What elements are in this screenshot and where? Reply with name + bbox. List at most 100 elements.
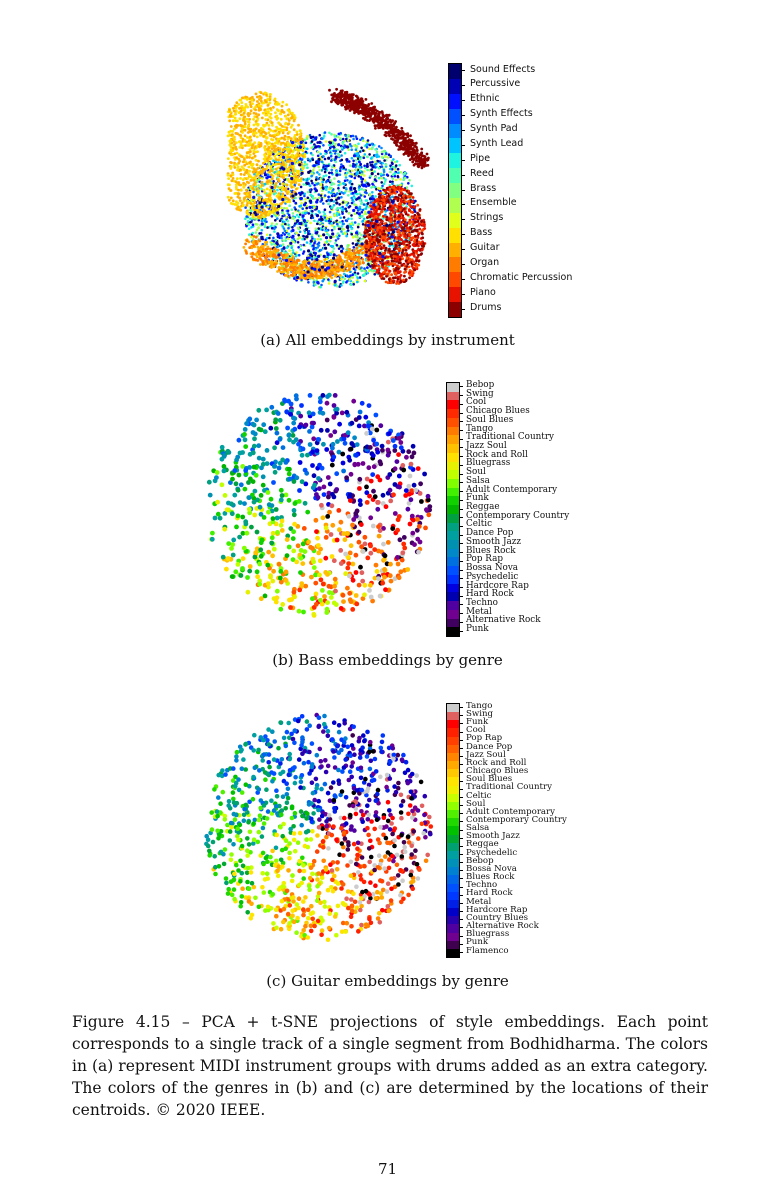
scatter-point bbox=[333, 225, 336, 229]
scatter-point bbox=[354, 159, 358, 162]
scatter-point bbox=[311, 158, 315, 162]
scatter-point bbox=[360, 146, 363, 150]
scatter-point bbox=[336, 285, 339, 288]
scatter-point bbox=[245, 252, 248, 255]
scatter-point bbox=[369, 157, 373, 160]
scatter-point bbox=[259, 142, 263, 146]
scatter-point bbox=[269, 112, 273, 116]
scatter-point bbox=[255, 122, 258, 126]
scatter-point bbox=[351, 242, 355, 245]
scatter-point bbox=[276, 185, 280, 188]
scatter-point bbox=[350, 196, 353, 200]
scatter-point bbox=[269, 196, 272, 200]
scatter-point bbox=[310, 235, 314, 239]
scatter-point bbox=[353, 221, 357, 224]
scatter-point bbox=[255, 115, 259, 118]
scatter-point bbox=[305, 163, 309, 166]
scatter-point bbox=[380, 181, 383, 184]
scatter-point bbox=[350, 148, 353, 151]
scatter-point bbox=[260, 228, 264, 232]
scatter-point bbox=[246, 120, 250, 124]
scatter-point bbox=[268, 115, 272, 119]
scatter-point bbox=[270, 147, 274, 151]
scatter-point bbox=[334, 142, 337, 146]
scatter-point bbox=[291, 226, 294, 229]
scatter-point bbox=[404, 245, 408, 249]
scatter-point bbox=[286, 173, 289, 177]
scatter-point bbox=[331, 224, 334, 227]
scatter-point bbox=[263, 173, 267, 177]
scatter-point bbox=[410, 216, 414, 220]
scatter-point bbox=[332, 247, 336, 250]
scatter-point bbox=[330, 183, 333, 186]
scatter-point bbox=[320, 198, 324, 202]
scatter-point bbox=[235, 147, 238, 151]
scatter-point bbox=[417, 259, 421, 263]
scatter-point bbox=[269, 247, 273, 251]
scatter-point bbox=[258, 232, 261, 235]
scatter-point bbox=[298, 269, 301, 273]
scatter-point bbox=[263, 219, 267, 223]
scatter-point bbox=[352, 267, 356, 270]
scatter-point bbox=[354, 135, 358, 138]
scatter-point bbox=[385, 186, 389, 190]
scatter-point bbox=[329, 179, 332, 182]
scatter-point bbox=[377, 155, 381, 158]
scatter-point bbox=[274, 144, 277, 148]
scatter-point bbox=[270, 243, 273, 246]
scatter-point bbox=[232, 106, 235, 110]
scatter-point bbox=[297, 149, 300, 153]
scatter-point bbox=[351, 273, 354, 277]
scatter-point bbox=[350, 182, 354, 186]
scatter-point bbox=[381, 259, 384, 262]
scatter-point bbox=[330, 159, 333, 162]
scatter-point bbox=[394, 178, 398, 182]
scatter-point bbox=[286, 219, 290, 223]
scatter-point bbox=[311, 195, 314, 198]
scatter-point bbox=[269, 189, 273, 193]
scatter-point bbox=[263, 243, 267, 247]
scatter-point bbox=[275, 114, 279, 118]
scatter-point bbox=[366, 266, 369, 269]
scatter-point bbox=[303, 160, 307, 164]
scatter-point bbox=[340, 146, 344, 150]
scatter-point bbox=[330, 152, 333, 155]
scatter-point bbox=[408, 237, 412, 241]
scatter-point bbox=[247, 227, 251, 231]
scatter-point bbox=[399, 178, 402, 181]
scatter-point bbox=[269, 201, 273, 205]
scatter-point bbox=[230, 161, 233, 165]
scatter-point bbox=[227, 177, 230, 180]
scatter-point bbox=[377, 265, 381, 268]
scatter-point bbox=[321, 180, 324, 184]
scatter-point bbox=[263, 146, 266, 149]
scatter-point bbox=[267, 173, 270, 176]
scatter-point bbox=[377, 160, 380, 163]
scatter-point bbox=[285, 273, 288, 277]
scatter-point bbox=[292, 128, 296, 132]
scatter-point bbox=[309, 151, 313, 155]
scatter-point bbox=[344, 176, 348, 179]
scatter-point bbox=[416, 236, 420, 239]
scatter-point bbox=[322, 178, 325, 181]
scatter-point bbox=[245, 222, 249, 225]
scatter-point bbox=[245, 117, 249, 121]
scatter-point bbox=[329, 149, 332, 152]
scatter-point bbox=[335, 243, 339, 247]
scatter-point bbox=[238, 107, 241, 110]
scatter-point bbox=[312, 280, 316, 284]
scatter-point bbox=[336, 213, 339, 217]
scatter-point bbox=[291, 255, 295, 258]
scatter-point bbox=[280, 136, 284, 140]
scatter-point bbox=[350, 173, 353, 176]
scatter-point bbox=[264, 256, 268, 260]
scatter-point bbox=[309, 242, 312, 245]
scatter-point bbox=[344, 232, 347, 235]
scatter-point bbox=[248, 195, 252, 199]
scatter-point bbox=[285, 215, 288, 219]
scatter-point bbox=[268, 233, 272, 237]
scatter-point bbox=[382, 173, 385, 176]
scatter-point bbox=[383, 159, 386, 162]
scatter-point bbox=[332, 182, 336, 186]
scatter-point bbox=[283, 229, 287, 233]
